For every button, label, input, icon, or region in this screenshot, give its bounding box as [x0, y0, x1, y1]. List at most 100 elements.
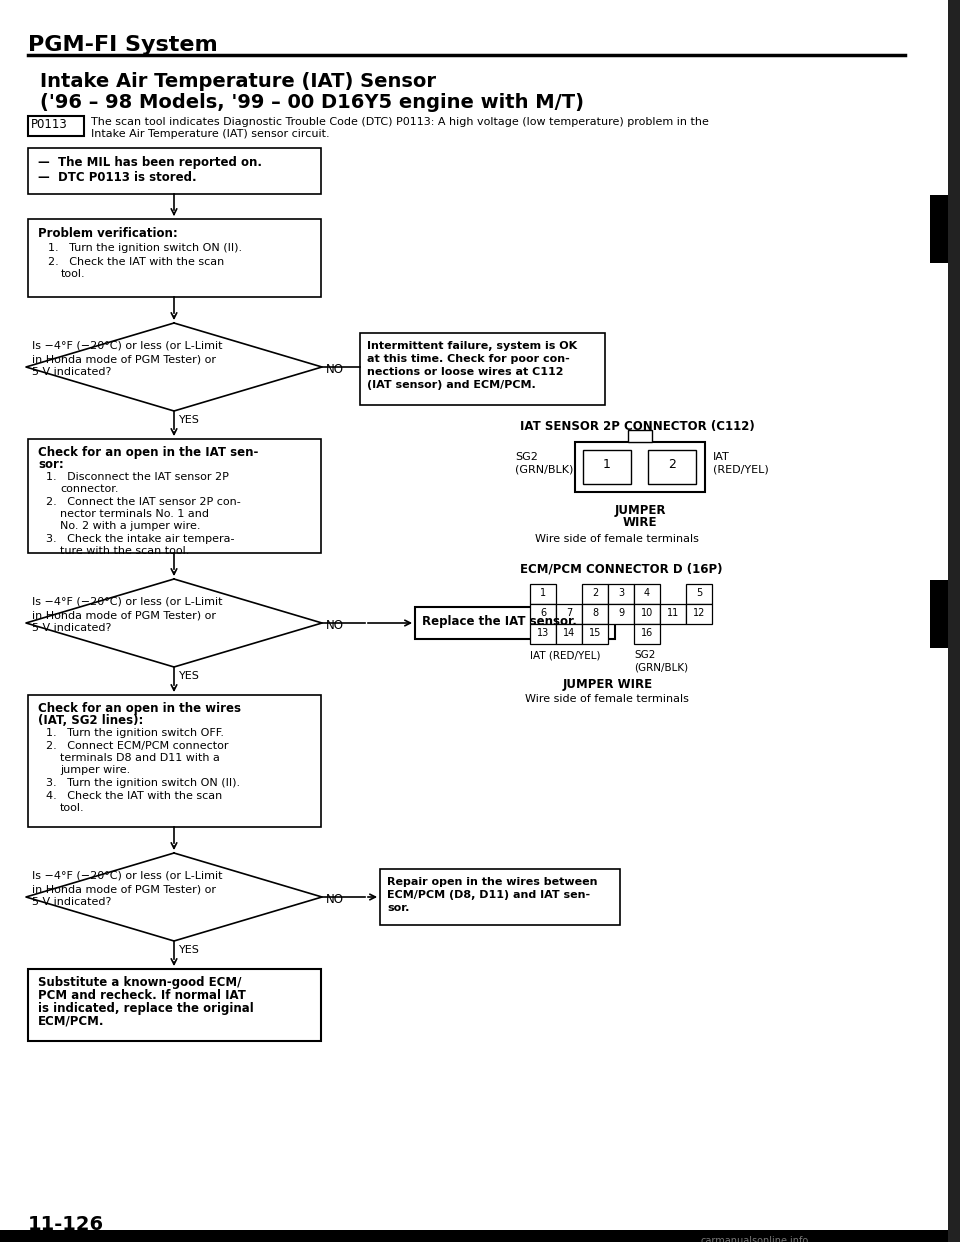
Text: 7: 7 — [565, 609, 572, 619]
Text: (IAT sensor) and ECM/PCM.: (IAT sensor) and ECM/PCM. — [367, 380, 536, 390]
Text: NO: NO — [326, 363, 344, 376]
Text: 1.   Turn the ignition switch ON (II).: 1. Turn the ignition switch ON (II). — [48, 243, 242, 253]
Text: in Honda mode of PGM Tester) or: in Honda mode of PGM Tester) or — [32, 884, 216, 894]
FancyBboxPatch shape — [930, 580, 960, 648]
Text: YES: YES — [179, 671, 200, 681]
Text: at this time. Check for poor con-: at this time. Check for poor con- — [367, 354, 569, 364]
Text: YES: YES — [179, 945, 200, 955]
Text: IAT: IAT — [713, 452, 730, 462]
FancyBboxPatch shape — [628, 430, 652, 442]
Text: nections or loose wires at C112: nections or loose wires at C112 — [367, 366, 564, 378]
Text: tool.: tool. — [60, 804, 84, 814]
FancyBboxPatch shape — [686, 604, 712, 623]
Text: 1: 1 — [540, 587, 546, 597]
Text: Check for an open in the wires: Check for an open in the wires — [38, 702, 241, 715]
Text: NO: NO — [326, 619, 344, 632]
Text: Is −4°F (−20°C) or less (or L‑Limit: Is −4°F (−20°C) or less (or L‑Limit — [32, 342, 223, 351]
Text: No. 2 with a jumper wire.: No. 2 with a jumper wire. — [60, 520, 201, 532]
Text: Is −4°F (−20°C) or less (or L‑Limit: Is −4°F (−20°C) or less (or L‑Limit — [32, 597, 223, 607]
Text: —  DTC P0113 is stored.: — DTC P0113 is stored. — [38, 171, 197, 184]
FancyBboxPatch shape — [583, 450, 631, 484]
Text: IAT SENSOR 2P CONNECTOR (C112): IAT SENSOR 2P CONNECTOR (C112) — [520, 420, 755, 433]
Text: 1.   Disconnect the IAT sensor 2P: 1. Disconnect the IAT sensor 2P — [46, 472, 228, 482]
Text: connector.: connector. — [60, 484, 118, 494]
Text: Intermittent failure, system is OK: Intermittent failure, system is OK — [367, 342, 577, 351]
FancyBboxPatch shape — [608, 584, 634, 604]
Text: NO: NO — [326, 893, 344, 905]
Text: Wire side of female terminals: Wire side of female terminals — [535, 534, 699, 544]
FancyBboxPatch shape — [582, 604, 608, 623]
Text: SG2: SG2 — [515, 452, 538, 462]
Text: Repair open in the wires between: Repair open in the wires between — [387, 877, 597, 887]
Text: 1.   Turn the ignition switch OFF.: 1. Turn the ignition switch OFF. — [46, 728, 224, 738]
Text: ('96 – 98 Models, '99 – 00 D16Y5 engine with M/T): ('96 – 98 Models, '99 – 00 D16Y5 engine … — [40, 93, 584, 112]
Text: terminals D8 and D11 with a: terminals D8 and D11 with a — [60, 753, 220, 763]
Text: in Honda mode of PGM Tester) or: in Honda mode of PGM Tester) or — [32, 354, 216, 364]
FancyBboxPatch shape — [380, 869, 620, 925]
FancyBboxPatch shape — [28, 969, 321, 1041]
Text: P0113: P0113 — [31, 118, 68, 130]
Text: JUMPER WIRE: JUMPER WIRE — [563, 678, 653, 691]
Text: nector terminals No. 1 and: nector terminals No. 1 and — [60, 509, 209, 519]
Text: 11: 11 — [667, 609, 679, 619]
FancyBboxPatch shape — [556, 623, 582, 645]
Text: ture with the scan tool.: ture with the scan tool. — [60, 546, 189, 556]
Text: 3: 3 — [618, 587, 624, 597]
Polygon shape — [26, 579, 322, 667]
FancyBboxPatch shape — [360, 333, 605, 405]
Text: 9: 9 — [618, 609, 624, 619]
FancyBboxPatch shape — [0, 1230, 960, 1242]
FancyBboxPatch shape — [634, 604, 660, 623]
Text: Wire side of female terminals: Wire side of female terminals — [525, 694, 689, 704]
Text: 2.   Check the IAT with the scan: 2. Check the IAT with the scan — [48, 257, 225, 267]
Text: 2.   Connect ECM/PCM connector: 2. Connect ECM/PCM connector — [46, 741, 228, 751]
Text: carmanualsonline.info: carmanualsonline.info — [701, 1236, 809, 1242]
Text: Is −4°F (−20°C) or less (or L‑Limit: Is −4°F (−20°C) or less (or L‑Limit — [32, 871, 223, 881]
Text: tool.: tool. — [61, 270, 85, 279]
Text: WIRE: WIRE — [623, 515, 658, 529]
Text: ECM/PCM (D8, D11) and IAT sen-: ECM/PCM (D8, D11) and IAT sen- — [387, 891, 590, 900]
Text: 15: 15 — [588, 628, 601, 638]
Text: (RED/YEL): (RED/YEL) — [713, 465, 769, 474]
Polygon shape — [26, 853, 322, 941]
FancyBboxPatch shape — [28, 696, 321, 827]
FancyBboxPatch shape — [582, 584, 608, 604]
Text: Problem verification:: Problem verification: — [38, 227, 178, 240]
Text: Substitute a known-good ECM/: Substitute a known-good ECM/ — [38, 976, 241, 989]
Text: 14: 14 — [563, 628, 575, 638]
Text: 11-126: 11-126 — [28, 1215, 104, 1235]
Text: (GRN/BLK): (GRN/BLK) — [634, 662, 688, 672]
Text: 2: 2 — [668, 458, 676, 471]
Text: 3.   Turn the ignition switch ON (II).: 3. Turn the ignition switch ON (II). — [46, 777, 240, 787]
Text: 5: 5 — [696, 587, 702, 597]
Text: is indicated, replace the original: is indicated, replace the original — [38, 1002, 253, 1015]
FancyBboxPatch shape — [608, 604, 634, 623]
Text: —  The MIL has been reported on.: — The MIL has been reported on. — [38, 156, 262, 169]
Text: 2: 2 — [592, 587, 598, 597]
Text: Check for an open in the IAT sen-: Check for an open in the IAT sen- — [38, 446, 258, 460]
FancyBboxPatch shape — [28, 148, 321, 194]
Text: 5 V indicated?: 5 V indicated? — [32, 366, 111, 378]
Text: Replace the IAT sensor.: Replace the IAT sensor. — [422, 615, 577, 628]
FancyBboxPatch shape — [530, 623, 556, 645]
FancyBboxPatch shape — [660, 604, 686, 623]
FancyBboxPatch shape — [530, 604, 556, 623]
Text: IAT (RED/YEL): IAT (RED/YEL) — [530, 650, 601, 660]
Text: 4.   Check the IAT with the scan: 4. Check the IAT with the scan — [46, 791, 223, 801]
Text: sor:: sor: — [38, 458, 63, 471]
Text: 3.   Check the intake air tempera-: 3. Check the intake air tempera- — [46, 534, 234, 544]
Text: 1: 1 — [603, 458, 611, 471]
FancyBboxPatch shape — [648, 450, 696, 484]
Text: Intake Air Temperature (IAT) Sensor: Intake Air Temperature (IAT) Sensor — [40, 72, 436, 91]
FancyBboxPatch shape — [28, 438, 321, 553]
Text: (GRN/BLK): (GRN/BLK) — [515, 465, 573, 474]
FancyBboxPatch shape — [28, 116, 84, 137]
Text: 2.   Connect the IAT sensor 2P con-: 2. Connect the IAT sensor 2P con- — [46, 497, 241, 507]
Text: 5 V indicated?: 5 V indicated? — [32, 623, 111, 633]
Text: 10: 10 — [641, 609, 653, 619]
Text: 13: 13 — [537, 628, 549, 638]
Text: Intake Air Temperature (IAT) sensor circuit.: Intake Air Temperature (IAT) sensor circ… — [91, 129, 329, 139]
Text: ECM/PCM.: ECM/PCM. — [38, 1015, 105, 1028]
FancyBboxPatch shape — [575, 442, 705, 492]
Text: sor.: sor. — [387, 903, 409, 913]
